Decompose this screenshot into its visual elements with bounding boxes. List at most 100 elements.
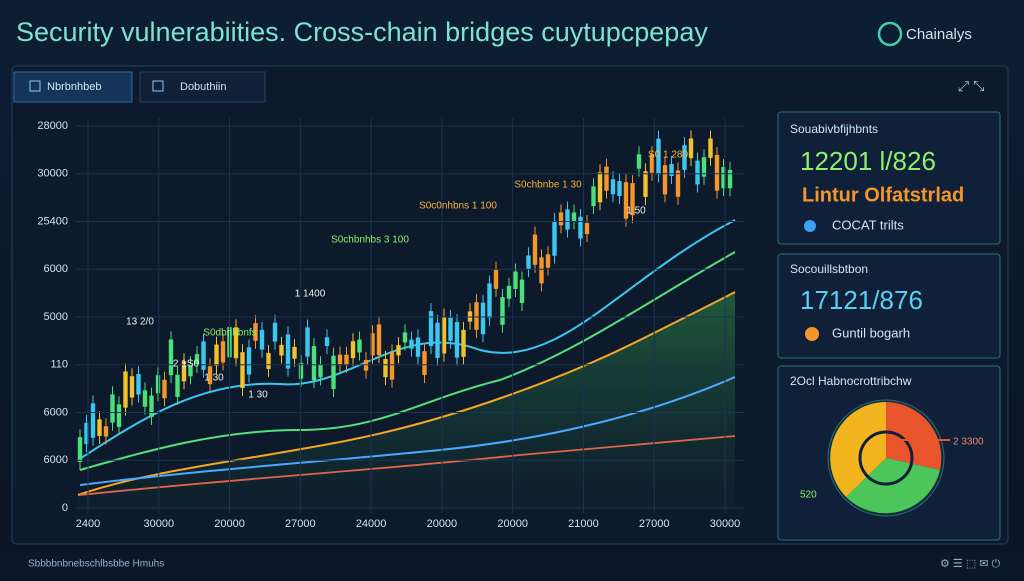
candle-body — [519, 279, 525, 303]
candle-body — [682, 145, 687, 170]
annotation: S0 1 280 — [648, 150, 688, 161]
status-text: Sbbbbnbnebschlbsbbe Hmuhs — [28, 559, 164, 570]
candle-body — [103, 426, 109, 437]
candle-body — [435, 322, 440, 358]
tab-active[interactable] — [13, 71, 133, 103]
candle-body — [311, 346, 317, 381]
candle-body — [721, 166, 726, 189]
candle-body — [649, 154, 655, 173]
status-icons[interactable]: ⚙ ☰ ⬚ ✉ ⏻ — [940, 558, 1001, 570]
candle-body — [207, 366, 213, 385]
chart: 28000 30000 25400 6000 5000 110 6000 6000 0 2400 3… — [37, 118, 745, 530]
candle-body — [129, 376, 135, 398]
candle-body — [292, 346, 297, 359]
brand-name: Chainalys — [906, 26, 972, 43]
candle-body — [480, 302, 486, 335]
candle-body — [578, 216, 583, 239]
x-tick-label: 30000 — [143, 518, 174, 530]
candle-body — [630, 183, 635, 216]
candle-body — [116, 404, 122, 427]
candle-body — [175, 374, 180, 397]
candle-body — [142, 390, 148, 407]
panel-note: COCAT trilts — [832, 217, 904, 232]
candle-body — [97, 419, 102, 436]
candle-body — [357, 339, 362, 353]
candle-body — [181, 361, 187, 382]
annotation: 1 30 — [204, 373, 224, 384]
tab-label[interactable]: Dobuthiin — [180, 81, 226, 93]
candle-body — [168, 339, 174, 376]
candle-body — [253, 323, 258, 341]
annotation: S0chbnbe 1 30 — [514, 180, 582, 191]
annotation: 1 50 — [626, 206, 646, 217]
tab[interactable] — [139, 71, 266, 103]
trend-line — [77, 291, 736, 496]
candle-body — [506, 285, 512, 299]
x-tick-label: 27000 — [639, 518, 670, 530]
annotation: S0chbnhbs 3 100 — [331, 235, 409, 246]
panel-icon — [805, 327, 819, 341]
candles — [77, 130, 733, 471]
page-title: Security vulnerabiities. Cross-chain bri… — [16, 17, 708, 47]
candle-body — [448, 317, 453, 341]
candle-body — [493, 269, 499, 289]
candle-body — [246, 347, 252, 375]
candle-body — [298, 362, 304, 379]
candle-body — [558, 212, 564, 226]
candle-body — [461, 329, 466, 357]
status-bar — [0, 552, 1024, 576]
candle-body — [441, 316, 447, 354]
candle-body — [513, 271, 518, 289]
panel-title: Socouillsbtbon — [790, 262, 868, 276]
gauge-slice — [886, 402, 942, 470]
candle-body — [617, 181, 622, 196]
candle-body — [727, 169, 733, 189]
y-tick-label: 6000 — [44, 454, 68, 466]
gauge-label: 520 — [800, 490, 817, 501]
gauge-inner — [858, 430, 914, 486]
candle-body — [337, 354, 343, 365]
candle-body — [77, 437, 83, 463]
candle-body — [701, 157, 707, 177]
candle-body — [344, 354, 349, 365]
candle-body — [363, 360, 369, 371]
trend-line — [79, 376, 736, 486]
candle-body — [539, 257, 544, 284]
candle-body — [636, 154, 642, 169]
candle-body — [591, 186, 596, 207]
candle-body — [331, 355, 336, 389]
panel-note: Guntil bogarh — [832, 325, 910, 340]
candle-body — [610, 179, 616, 195]
candle-body — [714, 154, 720, 191]
candle-body — [240, 352, 245, 389]
candle-body — [669, 163, 674, 176]
candle-body — [220, 341, 226, 363]
tab-label[interactable]: Nbrbnhbeb — [47, 81, 101, 93]
area-fill — [78, 292, 735, 510]
y-tick-label: 28000 — [37, 120, 68, 132]
candle-body — [428, 311, 434, 347]
candle-body — [324, 337, 330, 346]
x-tick-label: 20000 — [427, 518, 458, 530]
candle-body — [194, 354, 200, 365]
candle-body — [584, 222, 590, 235]
candle-body — [84, 422, 89, 445]
candle-body — [266, 352, 271, 369]
candle-body — [383, 359, 388, 378]
window-controls[interactable]: ⤢ ⤡ — [958, 78, 984, 94]
candle-body — [474, 302, 479, 330]
tab-icon — [29, 80, 41, 92]
stat-panel — [777, 111, 1001, 245]
annotation: S0dbnhbnfs — [203, 328, 256, 339]
candle-body — [675, 170, 681, 197]
annotation: 13 2/0 — [126, 317, 154, 328]
trend-line — [79, 251, 736, 471]
candle-body — [136, 374, 141, 395]
annotation: S0c0nhbns 1 100 — [419, 201, 497, 212]
candle-body — [623, 182, 629, 219]
annotation: 1 30 — [248, 390, 268, 401]
tab-icon — [152, 80, 164, 92]
gauge-slice — [846, 458, 940, 514]
candle-body — [350, 341, 356, 359]
